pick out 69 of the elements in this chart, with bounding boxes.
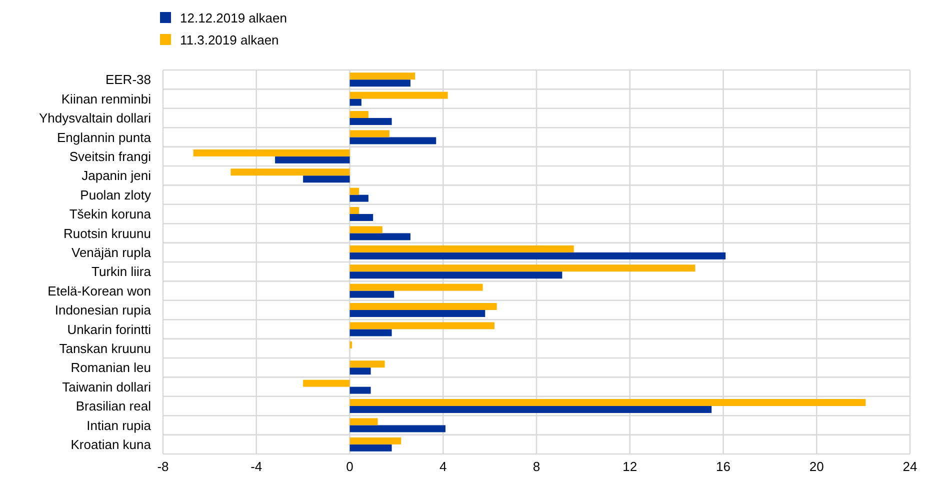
y-tick-label: Kroatian kuna xyxy=(70,436,152,452)
y-tick-label: Ruotsin kruunu xyxy=(64,226,151,241)
x-tick-label: 24 xyxy=(902,459,918,474)
bar xyxy=(350,399,866,406)
bar xyxy=(350,437,402,444)
y-tick-label: Romanian leu xyxy=(70,360,151,376)
bar xyxy=(350,284,483,291)
y-tick-label: Tanskan kruunu xyxy=(59,340,151,356)
bar xyxy=(350,130,390,138)
bar xyxy=(350,322,494,330)
x-tick-label: 8 xyxy=(532,459,540,474)
y-tick-label: Kiinan renminbi xyxy=(61,91,152,106)
bar xyxy=(303,380,350,387)
y-tick-label: Tšekin koruna xyxy=(69,206,152,222)
y-tick-label: Sveitsin frangi xyxy=(69,148,152,164)
bar xyxy=(350,194,368,202)
bar xyxy=(230,168,350,176)
bar xyxy=(350,444,392,452)
bar xyxy=(350,264,696,272)
bar xyxy=(350,72,416,80)
y-tick-label: Taiwanin dollari xyxy=(62,379,152,394)
bar xyxy=(275,156,350,164)
bar xyxy=(350,137,436,144)
y-tick-label: Unkarin forintti xyxy=(67,322,152,337)
bar xyxy=(350,92,448,99)
x-tick-label: 0 xyxy=(346,459,354,474)
bar xyxy=(350,386,371,394)
y-tick-label: Venäjän rupla xyxy=(71,244,152,260)
bar xyxy=(350,425,446,432)
y-tick-label: Intian rupia xyxy=(86,418,152,433)
bar xyxy=(350,252,726,260)
bar xyxy=(350,418,378,426)
bar xyxy=(350,226,382,234)
bar xyxy=(350,368,371,375)
bar xyxy=(193,149,350,156)
x-tick-label: 20 xyxy=(809,459,824,474)
bar xyxy=(350,245,574,252)
bar xyxy=(350,233,410,240)
y-tick-label: Turkin liira xyxy=(92,264,152,280)
y-tick-label: Englannin punta xyxy=(57,130,152,145)
y-tick-label: EER-38 xyxy=(105,72,151,88)
y-tick-label: Japanin jeni xyxy=(82,168,152,184)
bar xyxy=(303,176,350,183)
x-tick-label: 4 xyxy=(440,459,447,474)
bar xyxy=(350,214,374,221)
y-tick-label: Brasilian real xyxy=(76,398,152,414)
bar xyxy=(350,118,392,125)
legend-label: 11.3.2019 alkaen xyxy=(180,32,279,48)
x-tick-label: 12 xyxy=(622,459,638,474)
bar xyxy=(350,98,362,106)
bar xyxy=(350,303,497,310)
legend-label: 12.12.2019 alkaen xyxy=(180,10,287,26)
bar xyxy=(350,360,385,368)
y-tick-label: Indonesian rupia xyxy=(54,302,152,318)
x-tick-label: -8 xyxy=(157,459,169,474)
bar xyxy=(350,310,486,317)
bar xyxy=(350,290,394,298)
bar xyxy=(350,329,392,336)
bar xyxy=(350,111,368,118)
y-tick-label: Puolan zloty xyxy=(80,187,152,202)
bar xyxy=(350,406,712,413)
bar xyxy=(350,188,360,195)
bar xyxy=(350,80,410,87)
x-tick-label: 16 xyxy=(716,459,730,474)
bar xyxy=(350,207,360,214)
y-tick-label: Etelä-Korean won xyxy=(48,283,151,298)
x-tick-label: -4 xyxy=(250,459,262,474)
bar xyxy=(350,272,562,279)
y-tick-label: Yhdysvaltain dollari xyxy=(38,110,152,126)
